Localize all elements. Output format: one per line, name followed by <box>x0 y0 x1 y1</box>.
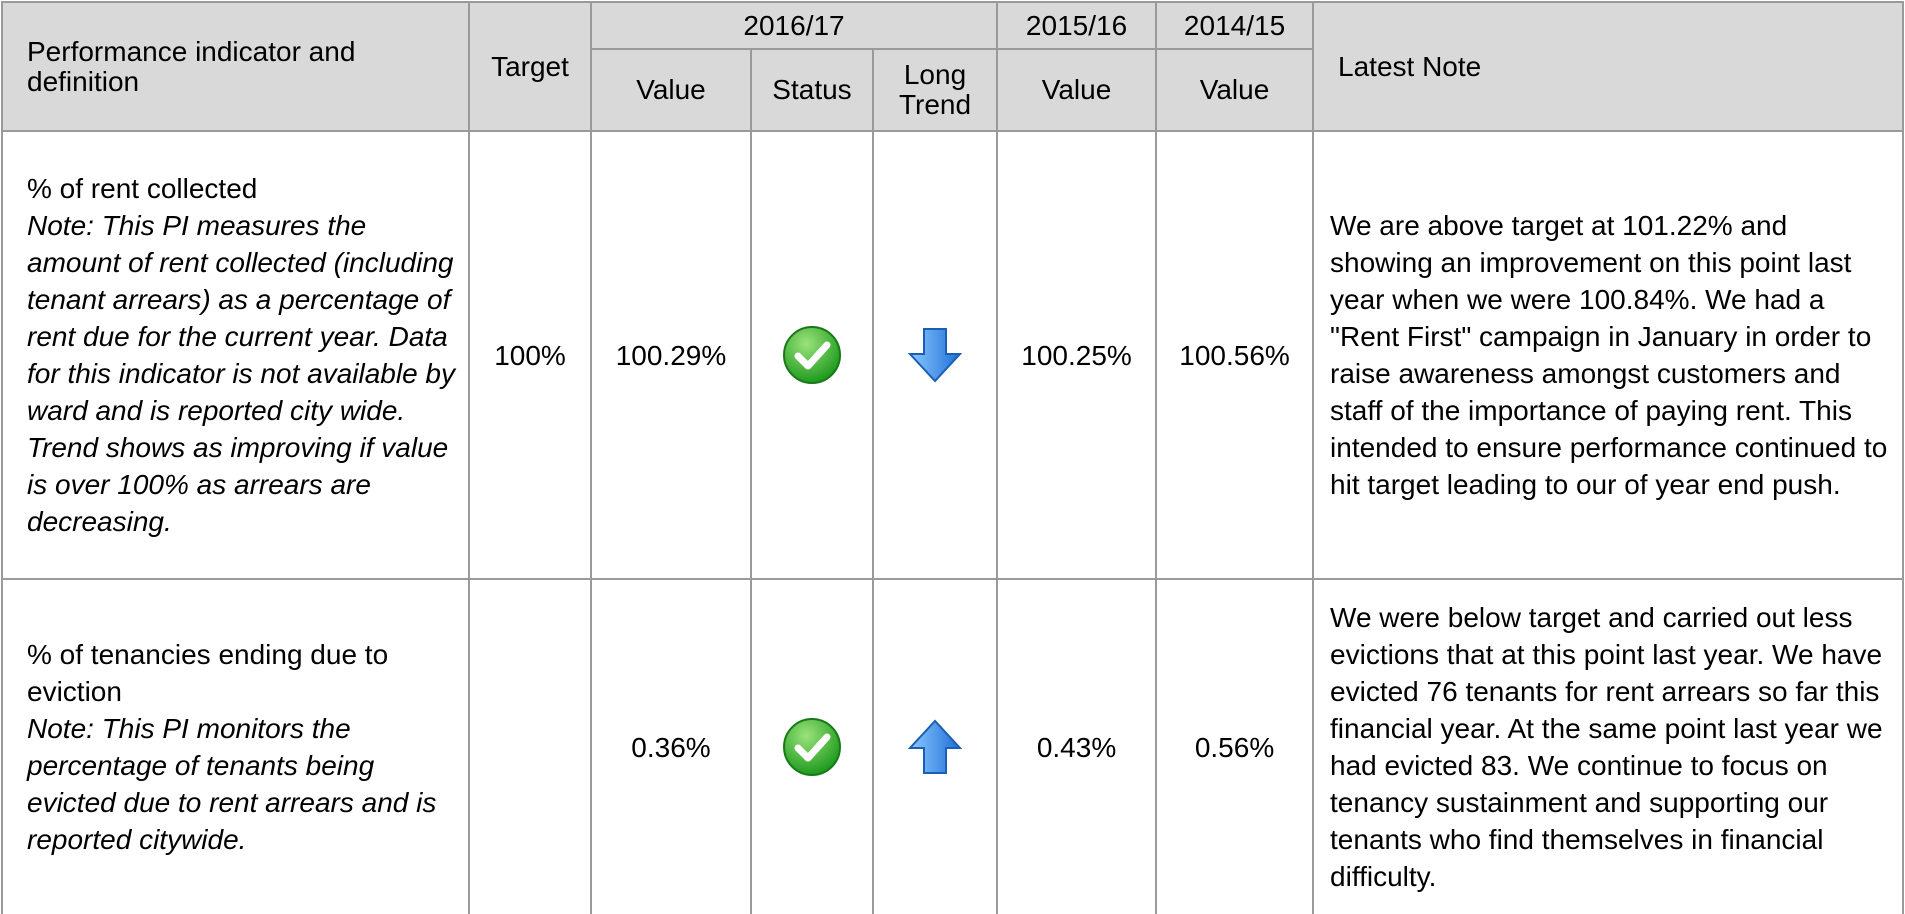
header-cell: 2014/15 <box>1155 1 1315 50</box>
data-row: % of tenancies ending due to eviction No… <box>1 578 1904 914</box>
header-cell: Value <box>590 48 752 132</box>
header-cell: Latest Note <box>1312 1 1904 132</box>
indicator-title: % of rent collected <box>27 173 258 204</box>
target-cell <box>468 578 592 914</box>
trend-down-icon <box>907 328 963 383</box>
status-cell <box>750 130 874 580</box>
header-row: Performance indicator and definition Tar… <box>1 1 1904 132</box>
header-cell: Target <box>468 1 592 132</box>
value-cell: 100.56% <box>1155 130 1315 580</box>
indicator-title: % of tenancies ending due to eviction <box>27 639 389 707</box>
latest-note-cell: We are above target at 101.22% and showi… <box>1312 130 1904 580</box>
value-cell: 0.36% <box>590 578 752 914</box>
status-ok-icon <box>783 718 841 776</box>
header-cell: Value <box>996 48 1158 132</box>
indicator-note: Note: This PI measures the amount of ren… <box>27 210 455 426</box>
header-cell: Status <box>750 48 874 132</box>
value-cell: 0.43% <box>996 578 1158 914</box>
header-cell: Performance indicator and definition <box>1 1 470 132</box>
data-row: % of rent collected Note: This PI measur… <box>1 130 1904 580</box>
header-cell: Long Trend <box>871 48 999 132</box>
header-cell: 2016/17 <box>589 1 999 50</box>
header-cell: Value <box>1155 48 1315 132</box>
status-ok-icon <box>783 326 841 384</box>
trend-cell <box>871 130 999 580</box>
status-cell <box>750 578 874 914</box>
header-row: Value Status Long Trend Value Value <box>2 48 1903 132</box>
latest-note-cell: We were below target and carried out les… <box>1312 578 1904 914</box>
value-cell: 0.56% <box>1155 578 1315 914</box>
indicator-note: Note: This PI monitors the percentage of… <box>27 713 437 855</box>
target-cell: 100% <box>468 130 592 580</box>
indicator-note: Trend shows as improving if value is ove… <box>27 432 449 537</box>
value-cell: 100.29% <box>590 130 752 580</box>
value-cell: 100.25% <box>996 130 1158 580</box>
indicator-cell: % of rent collected Note: This PI measur… <box>1 130 470 580</box>
header-cell: 2015/16 <box>996 1 1158 50</box>
trend-up-icon <box>907 719 963 774</box>
trend-cell <box>871 578 999 914</box>
indicator-cell: % of tenancies ending due to eviction No… <box>1 578 470 914</box>
